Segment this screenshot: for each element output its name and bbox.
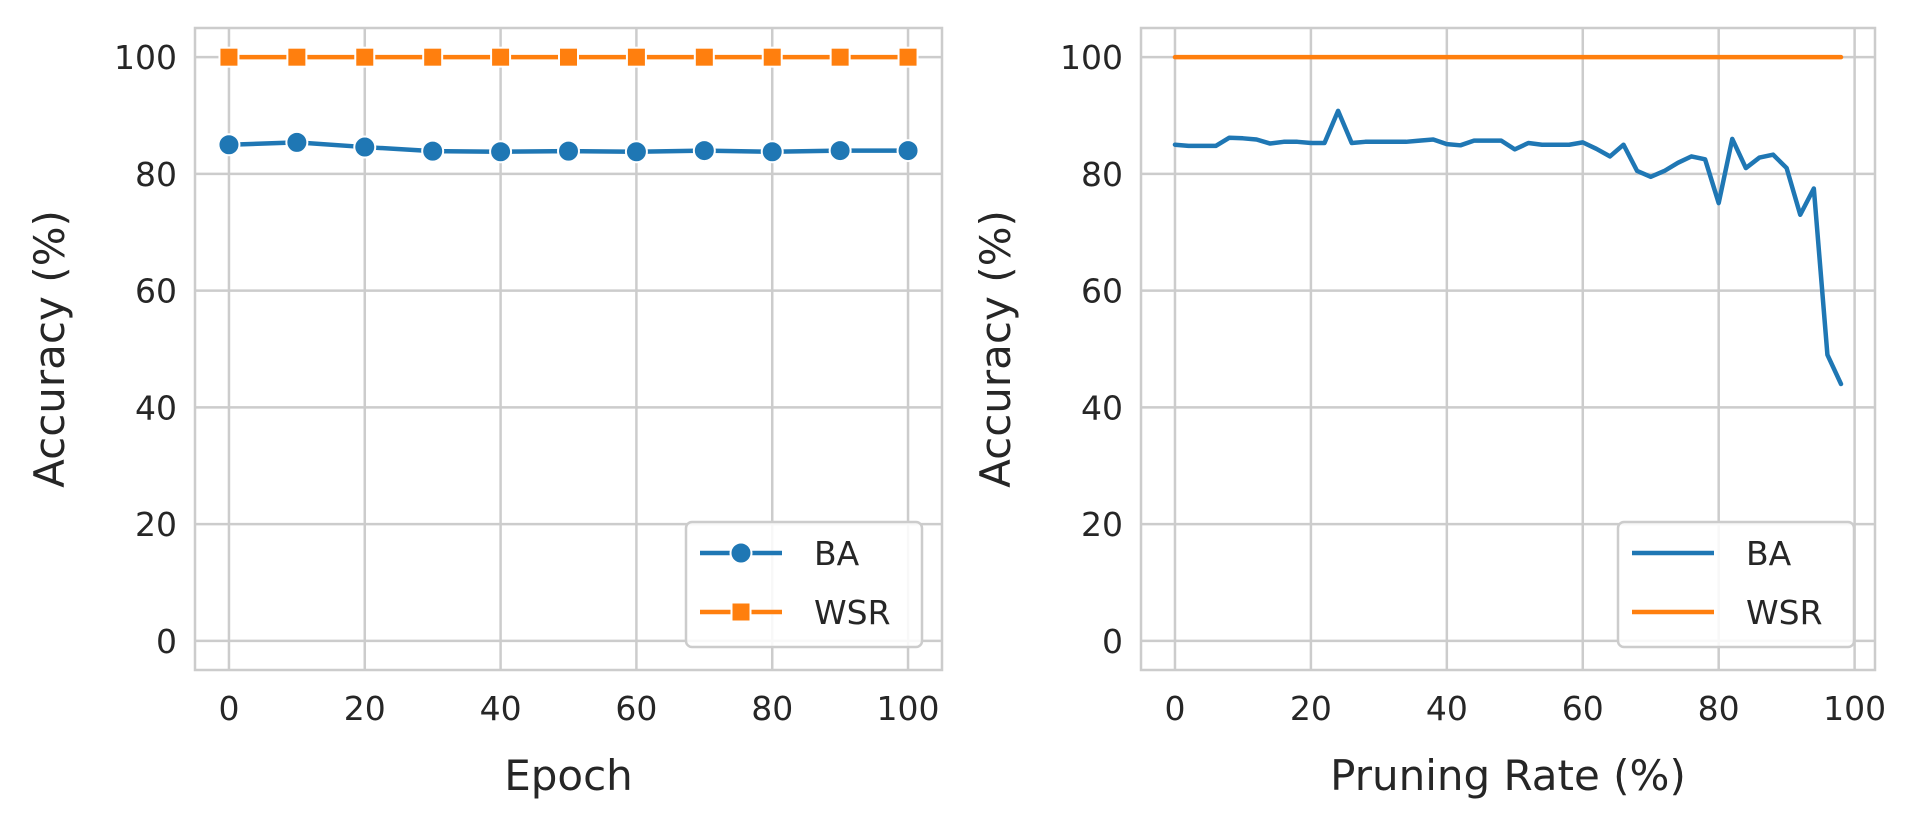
y-tick-label: 40 bbox=[135, 388, 177, 427]
series-wsr-point bbox=[761, 46, 783, 68]
series-ba-line bbox=[1172, 108, 1844, 387]
x-tick-label: 60 bbox=[615, 689, 657, 728]
series-wsr-point bbox=[286, 46, 308, 68]
x-axis-label: Pruning Rate (%) bbox=[1330, 751, 1686, 800]
x-tick-label: 0 bbox=[218, 689, 239, 728]
legend: BA WSR bbox=[684, 520, 924, 649]
legend-label-wsr: WSR bbox=[814, 593, 891, 632]
plot-frame bbox=[1139, 26, 1877, 672]
series-ba-point bbox=[557, 139, 580, 163]
y-tick-label: 20 bbox=[135, 505, 177, 544]
series-ba-point bbox=[760, 140, 784, 164]
series-ba-point bbox=[489, 140, 513, 164]
series-ba-point bbox=[896, 139, 920, 163]
y-tick-label: 0 bbox=[156, 622, 177, 661]
y-tick-label: 100 bbox=[1060, 38, 1123, 77]
x-tick-label: 20 bbox=[1290, 689, 1332, 728]
series-wsr-point bbox=[422, 46, 444, 68]
x-tick-label: 100 bbox=[1823, 689, 1886, 728]
y-tick-label: 60 bbox=[135, 272, 177, 311]
epoch-chart-panel: 0 20 40 60 80 100 0 20 40 60 80 100 Epoch Accuracy (%… bbox=[25, 26, 944, 800]
x-tick-label: 40 bbox=[1426, 689, 1468, 728]
legend-label-ba: BA bbox=[1746, 534, 1792, 573]
pruning-rate-chart-panel: 0 20 40 60 80 100 0 20 40 60 80 100 Pruning Rate (%)… bbox=[971, 26, 1886, 800]
series-wsr-point bbox=[625, 46, 647, 68]
series-ba-point bbox=[624, 140, 648, 164]
series-ba-point bbox=[285, 130, 309, 154]
series-wsr-point bbox=[354, 46, 376, 68]
legend-ba-point bbox=[729, 541, 753, 565]
y-axis-label: Accuracy (%) bbox=[25, 210, 74, 488]
y-tick-label: 60 bbox=[1081, 272, 1123, 311]
series-wsr-point bbox=[558, 46, 579, 68]
y-tick-label: 80 bbox=[135, 155, 177, 194]
series-wsr-point bbox=[490, 46, 512, 68]
x-tick-label: 80 bbox=[751, 689, 793, 728]
y-axis-label: Accuracy (%) bbox=[971, 210, 1020, 488]
series-wsr-point bbox=[693, 46, 715, 68]
y-tick-label: 40 bbox=[1081, 388, 1123, 427]
series-ba-point bbox=[692, 139, 716, 163]
y-tick-label: 100 bbox=[114, 38, 177, 77]
series-ba-point bbox=[353, 135, 377, 159]
legend-label-wsr: WSR bbox=[1746, 593, 1823, 632]
series-wsr-point bbox=[218, 46, 240, 68]
series-ba-point bbox=[421, 139, 445, 163]
x-tick-label: 80 bbox=[1698, 689, 1740, 728]
x-tick-label: 40 bbox=[480, 689, 522, 728]
x-tick-label: 20 bbox=[344, 689, 386, 728]
plot-frame bbox=[193, 26, 944, 672]
legend: BA WSR bbox=[1616, 520, 1856, 649]
legend-wsr-point bbox=[730, 601, 752, 623]
x-tick-label: 100 bbox=[877, 689, 940, 728]
y-tick-label: 20 bbox=[1081, 505, 1123, 544]
x-tick-label: 60 bbox=[1562, 689, 1604, 728]
series-ba-point bbox=[828, 139, 852, 163]
series-wsr-point bbox=[897, 46, 919, 68]
x-axis-label: Epoch bbox=[504, 751, 633, 800]
series-wsr-point bbox=[829, 46, 851, 68]
y-tick-label: 0 bbox=[1102, 622, 1123, 661]
y-tick-label: 80 bbox=[1081, 155, 1123, 194]
x-tick-label: 0 bbox=[1164, 689, 1185, 728]
series-ba-point bbox=[217, 133, 241, 157]
legend-label-ba: BA bbox=[814, 534, 860, 573]
